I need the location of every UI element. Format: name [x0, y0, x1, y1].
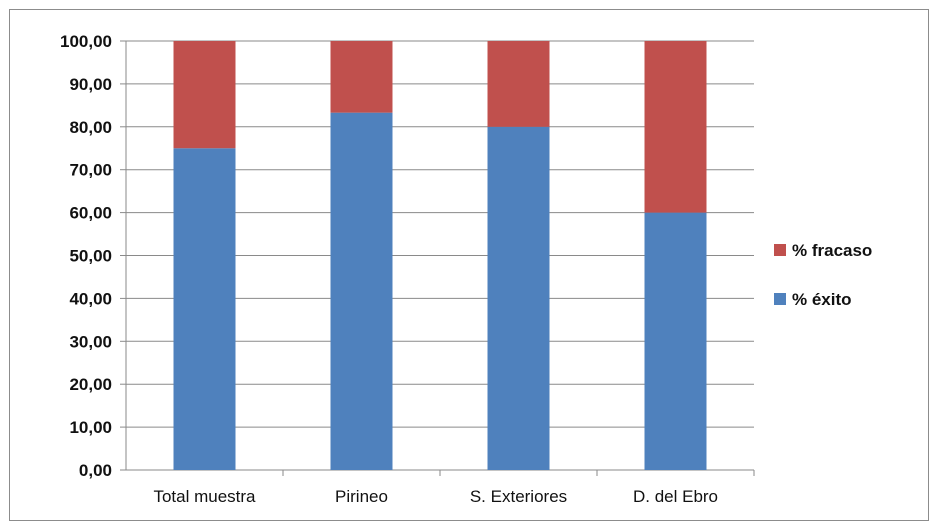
- bar-segment-fracaso: [330, 41, 393, 113]
- legend-label: % éxito: [792, 290, 852, 309]
- y-tick-label: 70,00: [69, 161, 112, 180]
- bar-segment-fracaso: [173, 41, 236, 149]
- y-tick-label: 40,00: [69, 289, 112, 308]
- bar-segment-exito: [487, 126, 550, 471]
- x-category-label: Total muestra: [153, 487, 256, 506]
- x-category-label: Pirineo: [335, 487, 388, 506]
- y-tick-label: 100,00: [60, 32, 112, 51]
- y-tick-label: 20,00: [69, 375, 112, 394]
- bar-segment-fracaso: [644, 41, 707, 213]
- y-tick-label: 80,00: [69, 118, 112, 137]
- legend-swatch: [774, 244, 786, 256]
- bar-segment-exito: [173, 148, 236, 470]
- y-tick-label: 50,00: [69, 247, 112, 266]
- y-tick-label: 10,00: [69, 418, 112, 437]
- bar-segment-exito: [644, 212, 707, 470]
- legend-swatch: [774, 293, 786, 305]
- y-tick-label: 60,00: [69, 204, 112, 223]
- y-tick-label: 30,00: [69, 332, 112, 351]
- bar-segment-fracaso: [487, 41, 550, 127]
- legend-label: % fracaso: [792, 241, 872, 260]
- x-category-label: S. Exteriores: [470, 487, 567, 506]
- x-category-label: D. del Ebro: [633, 487, 718, 506]
- y-tick-label: 0,00: [79, 461, 112, 480]
- chart-frame: [9, 9, 929, 521]
- y-tick-label: 90,00: [69, 75, 112, 94]
- bar-segment-exito: [330, 112, 393, 470]
